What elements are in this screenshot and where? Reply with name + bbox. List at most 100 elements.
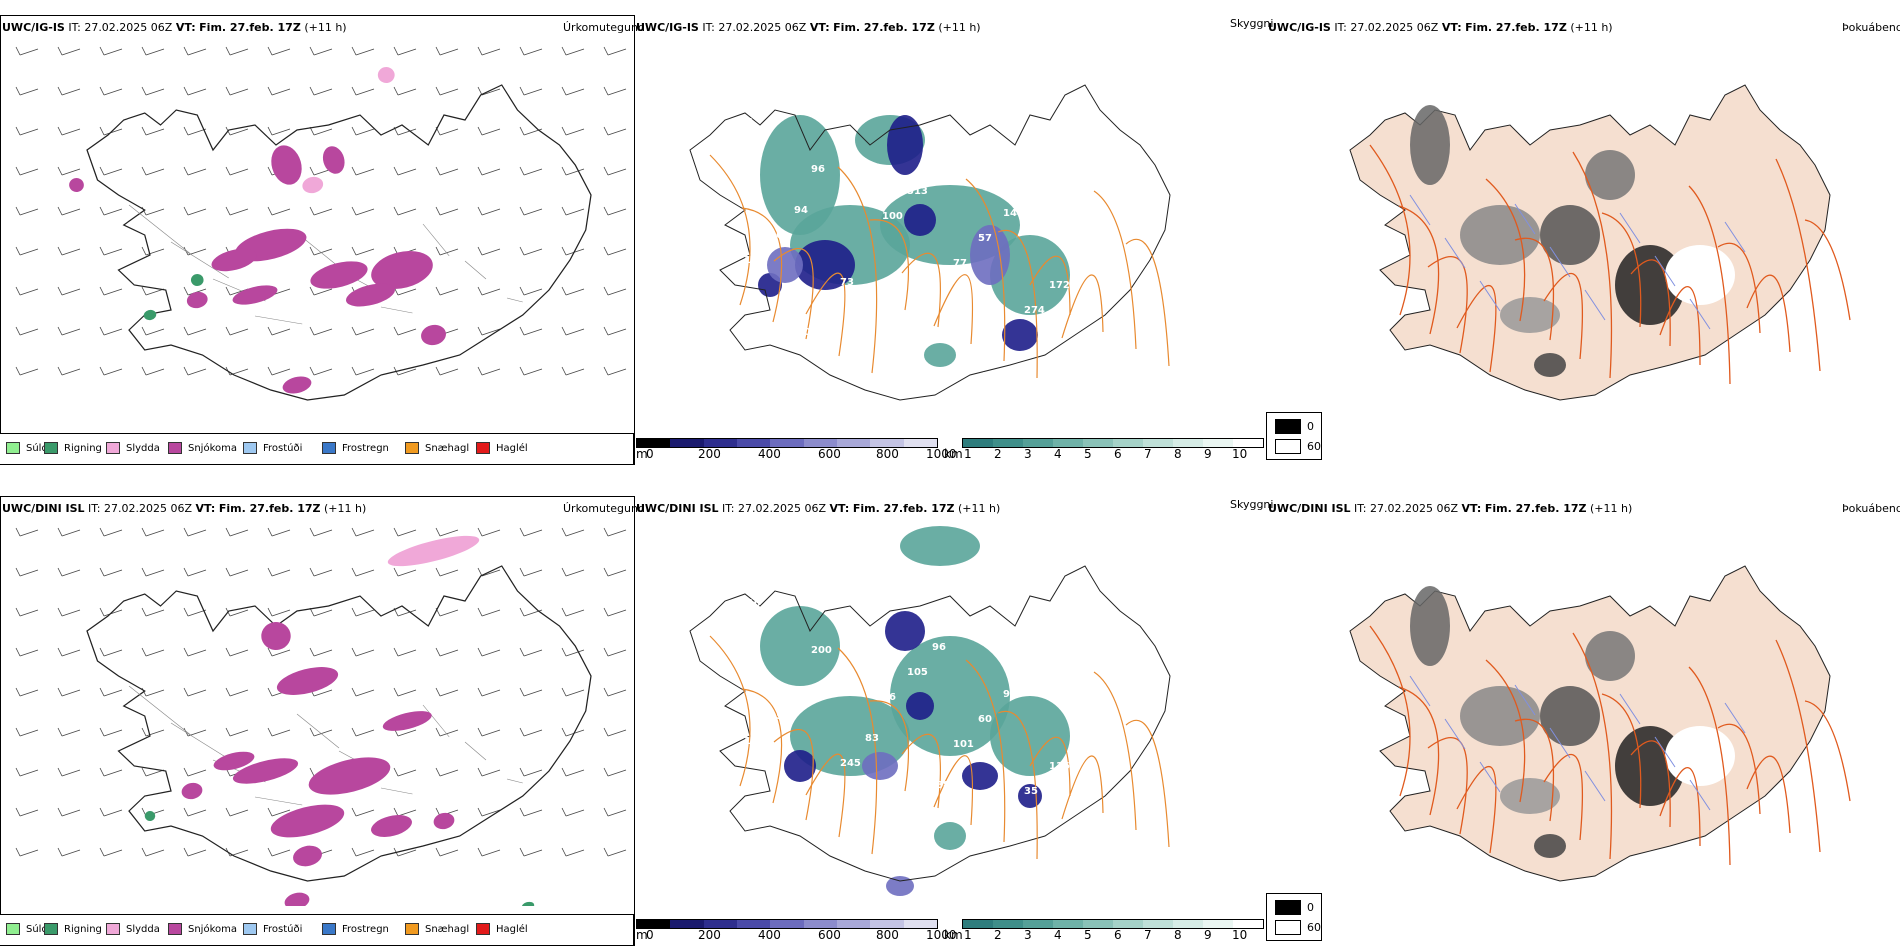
cloud-base-label: 100	[790, 327, 811, 338]
row1-precip-header: UWC/IG-IS IT: 27.02.2025 06Z VT: Fim. 27…	[2, 21, 347, 34]
legend-label: Haglél	[496, 923, 528, 935]
vis-tick: 1	[964, 447, 972, 461]
cloud-base-label: 127	[982, 852, 1003, 863]
fog-legend-low: 60	[1307, 440, 1321, 453]
legend-swatch	[44, 442, 58, 454]
row2-ceiling-colorbar	[636, 919, 938, 929]
precip-panel-row2	[0, 496, 635, 946]
legend-label: Haglél	[496, 442, 528, 454]
cloud-base-label: 153	[769, 711, 790, 722]
row2-visibility-ticks: km 1 2 3 4 5 6 7 8 9 10	[944, 928, 1274, 943]
cloud-base-label: 94	[794, 205, 808, 216]
cloud-base-label: 191	[765, 833, 786, 844]
cloud-base-label: 106	[911, 324, 932, 335]
vis-tick: 2	[994, 447, 1002, 461]
legend-swatch	[322, 442, 336, 454]
cloud-base-label: 100	[882, 211, 903, 222]
vis-tick: 8	[1174, 447, 1182, 461]
legend-rigning: Rigning	[44, 923, 102, 935]
cloud-base-label: 51	[740, 117, 754, 128]
fog-legend-high: 0	[1307, 901, 1314, 914]
fog-legend-high: 0	[1307, 420, 1314, 433]
legend-swatch	[476, 442, 490, 454]
legend-swatch	[6, 923, 20, 935]
cloud-base-label: 35	[1024, 786, 1038, 797]
ceiling-tick: 1000	[926, 447, 957, 461]
cloud-base-label: 96	[811, 164, 825, 175]
row2-cloud-map: 610 200 56 101 35 191 545 105 60 116 46 93 96 99 117 68…	[689, 526, 1171, 896]
cloud-base-label: 57	[1053, 639, 1067, 650]
legend-swatch	[44, 923, 58, 935]
cloud-base-label: 153	[861, 374, 882, 385]
row2-cloud-header: UWC/DINI ISL IT: 27.02.2025 06Z VT: Fim.…	[636, 502, 1001, 515]
ceiling-unit: m	[636, 447, 648, 461]
cloud-base-label: 144	[1003, 208, 1024, 219]
legend-label: Slydda	[126, 442, 160, 454]
legend-frostregn: Frostregn	[322, 442, 389, 454]
row1-precip-map	[15, 46, 627, 401]
legend-label: Frostregn	[342, 442, 389, 454]
cloud-base-label: 96	[769, 230, 783, 241]
cloud-base-label: 200	[811, 645, 832, 656]
cloud-base-label: 610	[740, 598, 761, 609]
legend-frostúði: Frostúði	[243, 442, 302, 454]
legend-label: Frostúði	[263, 442, 303, 454]
vis-tick: 7	[1144, 928, 1152, 942]
vis-tick: 9	[1204, 447, 1212, 461]
row2-precip-header: UWC/DINI ISL IT: 27.02.2025 06Z VT: Fim.…	[2, 502, 367, 515]
legend-haglél: Haglél	[476, 442, 528, 454]
cloud-base-label: 130	[1028, 664, 1049, 675]
cloud-base-label: 245	[840, 758, 861, 769]
vis-tick: 6	[1114, 928, 1122, 942]
row2-fog-header: UWC/DINI ISL IT: 27.02.2025 06Z VT: Fim.…	[1268, 502, 1633, 515]
legend-swatch	[168, 442, 182, 454]
cloud-base-label: 545	[836, 620, 857, 631]
legend-label: Súld	[26, 923, 48, 935]
vis-tick: 6	[1114, 447, 1122, 461]
cloud-base-label: 274	[1024, 305, 1045, 316]
row2-ceiling-ticks: m 0 200 400 600 800 1000	[636, 928, 957, 943]
ceiling-tick: 800	[876, 928, 899, 942]
legend-label: Snæhagl	[425, 442, 470, 454]
legend-label: Snjókoma	[188, 923, 238, 935]
legend-frostregn: Frostregn	[322, 923, 389, 935]
vis-tick: 10	[1232, 928, 1248, 942]
row2-fog-map	[1349, 565, 1851, 882]
vis-unit: km	[944, 928, 963, 942]
cloud-base-label: 77	[953, 258, 967, 269]
ceiling-tick: 1000	[926, 928, 957, 942]
iceland-outline	[86, 84, 592, 401]
cloud-base-label: 221	[794, 686, 815, 697]
row1-visibility-colorbar	[962, 438, 1264, 448]
row2-fog-title: Þokuábendi	[1842, 502, 1900, 515]
row2-cloud-title: Skyggni	[1230, 498, 1274, 511]
row2-precip-title: Úrkomutegund	[563, 502, 645, 515]
row1-visibility-ticks: km 1 2 3 4 5 6 7 8 9 10	[944, 447, 1274, 462]
vis-tick: 2	[994, 928, 1002, 942]
cloud-base-label: 16	[1053, 158, 1067, 169]
cloud-base-label: 172	[1049, 280, 1070, 291]
cloud-base-label: 63	[911, 805, 925, 816]
row1-ceiling-ticks: m 0 200 400 600 800 1000	[636, 447, 957, 462]
vis-tick: 1	[964, 928, 972, 942]
vis-tick: 3	[1024, 928, 1032, 942]
ceiling-tick: 400	[758, 928, 781, 942]
ceiling-tick: 600	[818, 928, 841, 942]
vis-tick: 5	[1084, 928, 1092, 942]
row1-cloud-header: UWC/IG-IS IT: 27.02.2025 06Z VT: Fim. 27…	[636, 21, 981, 34]
row1-fog-legend: 0 60	[1266, 412, 1322, 460]
legend-swatch	[243, 442, 257, 454]
precip-panel-row1	[0, 15, 635, 465]
row2-precip-map	[15, 527, 627, 906]
iceland-outline	[86, 565, 592, 882]
row1-fog-title: Þokuábendi	[1842, 21, 1900, 34]
ceiling-tick: 200	[698, 928, 721, 942]
legend-haglél: Haglél	[476, 923, 528, 935]
row2-fog-legend: 0 60	[1266, 893, 1322, 941]
cloud-base-label: 96	[932, 642, 946, 653]
cloud-base-label: 101	[953, 739, 974, 750]
cloud-base-label: 264	[957, 617, 978, 628]
legend-label: Snjókoma	[188, 442, 238, 454]
row1-precip-legend: Súld Rigning Slydda Snjókoma Frostúði Frostre…	[0, 433, 634, 464]
cloud-base-label: 56	[882, 692, 896, 703]
